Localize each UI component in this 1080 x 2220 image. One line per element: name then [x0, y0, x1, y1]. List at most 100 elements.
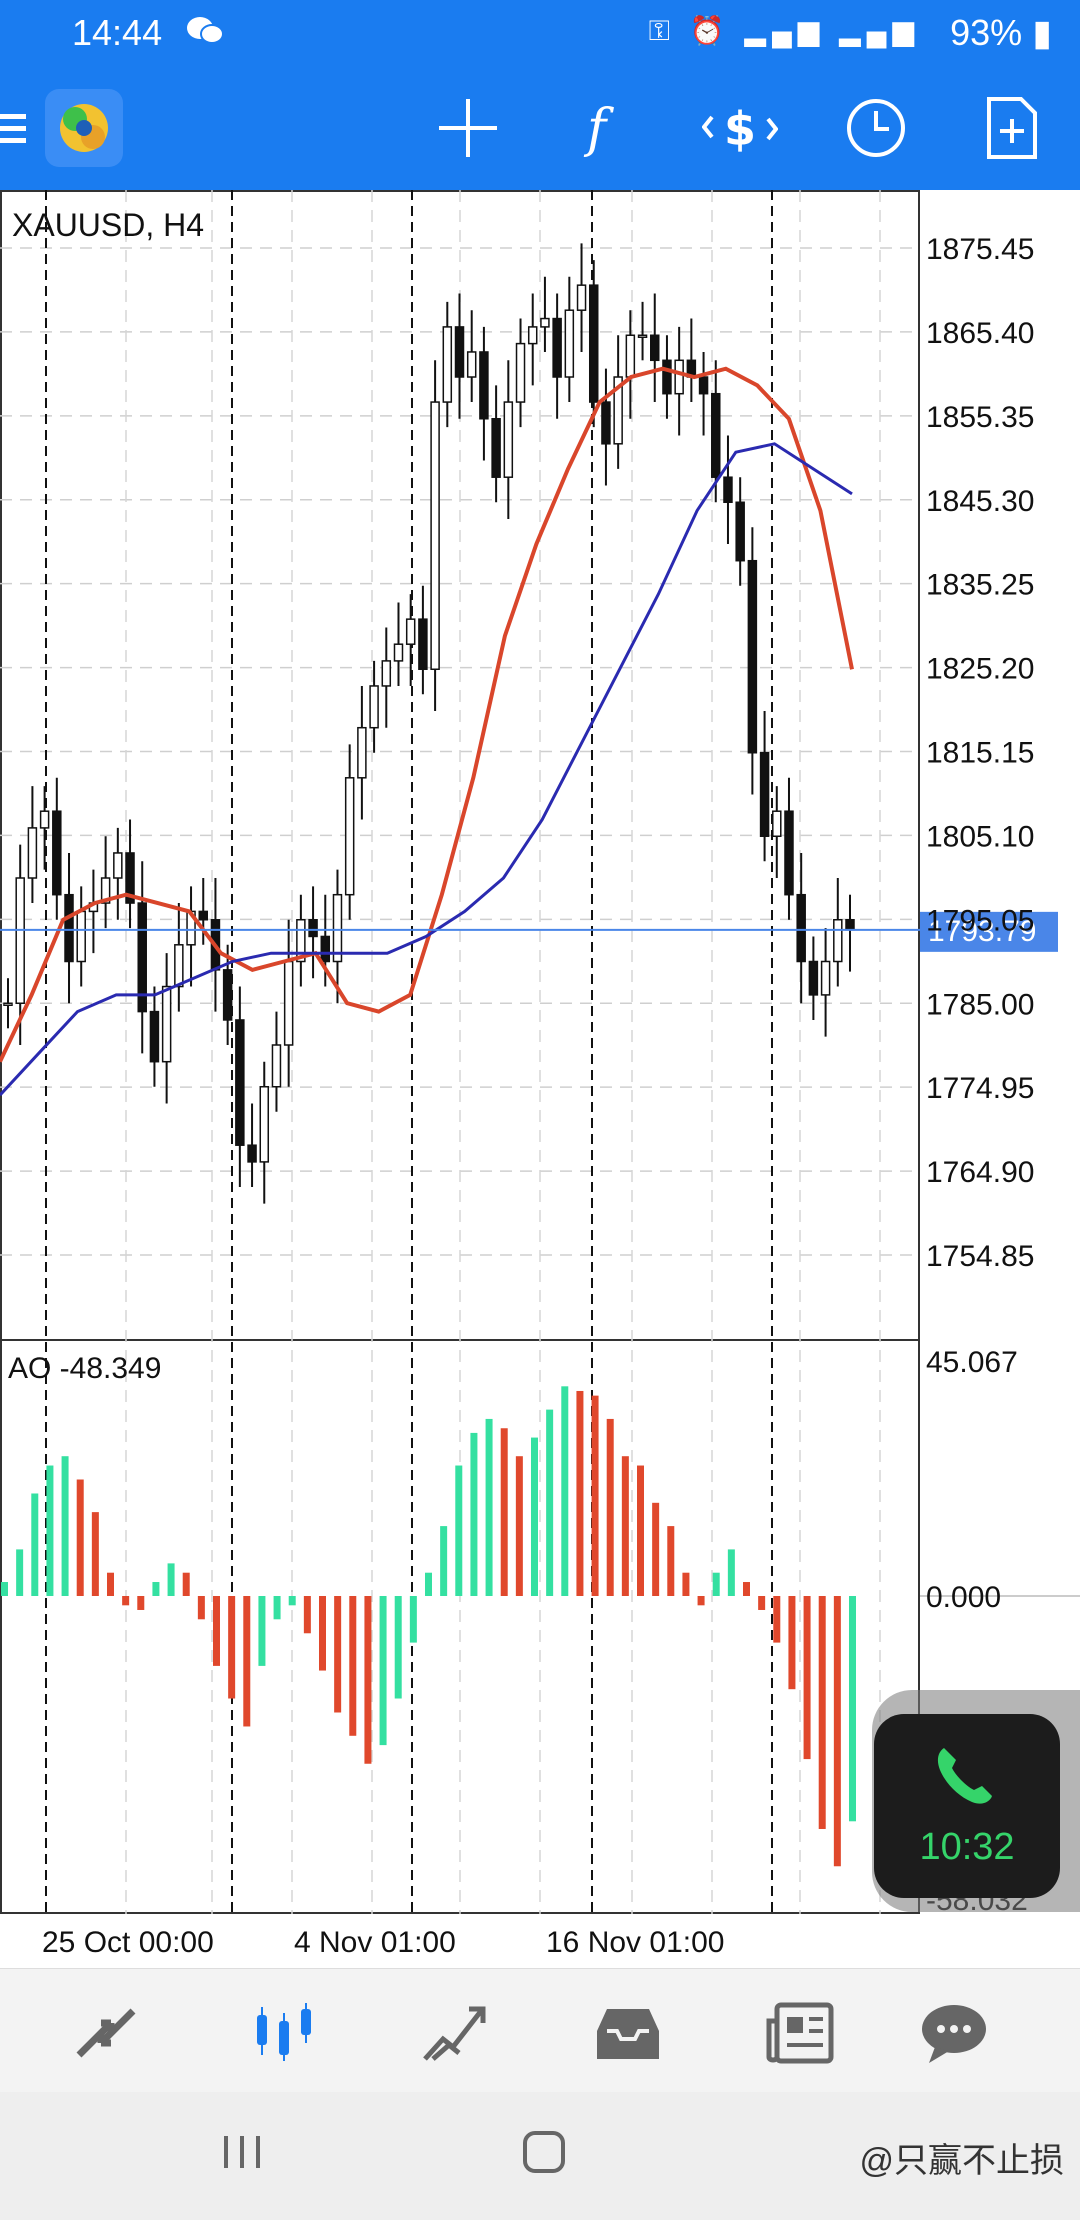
price-tick-label: 1774.95: [926, 1072, 1034, 1105]
chart-area[interactable]: 1793.79 XAUUSD, H4 1875.45 1865.40 1855.35 1…: [0, 190, 1080, 1968]
candle-body: [808, 960, 819, 996]
candle-body: [442, 326, 453, 403]
price-chart[interactable]: 1793.79 XAUUSD, H4 1875.45 1865.40 1855.35 1…: [0, 190, 1080, 1968]
ao-bar: [197, 1596, 205, 1620]
ao-tick-label: 45.067: [926, 1346, 1018, 1379]
candle-body: [247, 1144, 257, 1163]
ao-bar: [303, 1596, 311, 1634]
ao-bar: [591, 1395, 599, 1596]
ao-bar: [258, 1596, 266, 1666]
ao-bar: [46, 1465, 54, 1596]
candle-body: [796, 893, 806, 963]
ao-bar: [727, 1549, 735, 1596]
home-icon[interactable]: [522, 2130, 566, 2179]
candle-body: [100, 877, 111, 904]
ao-bar: [182, 1572, 190, 1596]
ao-bar: [440, 1526, 448, 1596]
recent-apps-icon[interactable]: [222, 2132, 262, 2177]
candle-body: [161, 985, 172, 1063]
ma-slow-line: [0, 442, 853, 1097]
price-tick-label: 1795.05: [926, 904, 1034, 937]
price-tick-label: 1845.30: [926, 485, 1034, 518]
date-label: 25 Oct 00:00: [42, 1926, 214, 1959]
price-tick-label: 1875.45: [926, 233, 1034, 266]
candle-body: [393, 643, 404, 662]
ao-bar: [137, 1596, 145, 1610]
app-logo-icon[interactable]: [44, 88, 124, 168]
candle-body: [235, 1019, 245, 1146]
candle-body: [515, 342, 526, 403]
current-price-tag: 1793.79: [928, 915, 1036, 948]
ao-bar: [531, 1437, 538, 1596]
price-tag-bg: [920, 911, 1058, 952]
ao-bar: [152, 1582, 160, 1596]
ao-bar: [409, 1596, 417, 1643]
candle-body: [625, 334, 636, 378]
status-time: 14:44: [72, 12, 163, 53]
ao-bar: [712, 1572, 720, 1596]
candle-body: [723, 476, 733, 504]
candle-body: [15, 877, 25, 1004]
crosshair-icon[interactable]: [428, 88, 508, 168]
ao-bar: [833, 1596, 841, 1867]
candle-body: [137, 902, 147, 1013]
history-inbox-icon[interactable]: [586, 1991, 670, 2075]
watermark: @只赢不止损: [859, 2142, 1064, 2180]
news-icon[interactable]: [758, 1991, 842, 2075]
menu-icon[interactable]: [0, 88, 30, 168]
ao-bar: [167, 1563, 175, 1596]
date-label: 16 Nov 01:00: [546, 1926, 724, 1959]
trade-icon[interactable]: $: [700, 88, 780, 168]
quotes-icon[interactable]: [64, 1991, 148, 2075]
trade-graph-icon[interactable]: [412, 1991, 496, 2075]
signal-icon: ▂▄▆: [744, 15, 826, 46]
date-label: 4 Nov 01:00: [294, 1926, 456, 1959]
ma-fast-line: [0, 366, 854, 1063]
toolbar: f $: [0, 64, 1080, 190]
ao-bar: [743, 1582, 750, 1596]
ao-bar: [91, 1512, 99, 1596]
chart-icon[interactable]: [242, 1991, 326, 2075]
ao-bar: [61, 1456, 69, 1596]
candle-body: [454, 326, 465, 378]
ao-bar: [637, 1465, 644, 1596]
candle-body: [357, 726, 367, 779]
ao-bar: [697, 1596, 705, 1606]
bottom-navigation: [0, 1968, 1080, 2093]
ao-bar: [758, 1596, 766, 1610]
price-tick-label: 1754.85: [926, 1240, 1034, 1273]
signal-icon: ▂▄▆: [839, 15, 920, 46]
ao-bar: [621, 1456, 629, 1596]
phone-icon[interactable]: [930, 1740, 1000, 1810]
candle-body: [735, 501, 745, 562]
call-overlay-panel[interactable]: [874, 1714, 1060, 1898]
clock-icon[interactable]: [836, 88, 916, 168]
ao-bar: [122, 1596, 130, 1606]
ao-bar: [213, 1596, 220, 1666]
price-tick-label: 1785.00: [926, 988, 1034, 1021]
price-tick-label: 1815.15: [926, 737, 1034, 770]
ao-bar: [16, 1549, 24, 1596]
candle-body: [564, 309, 575, 378]
candle-body: [637, 334, 648, 339]
system-navigation: [0, 2092, 1080, 2220]
add-document-icon[interactable]: [972, 88, 1052, 168]
candle-body: [552, 317, 562, 378]
ao-bar: [561, 1386, 569, 1596]
candle-body: [39, 810, 50, 829]
candle-body: [344, 777, 355, 896]
status-bar: 14:44 ⚿ ⏰ ▂▄▆ ▂▄▆ 93% ▮: [0, 0, 1080, 64]
candle-body: [784, 810, 794, 896]
indicator-label: AO -48.349: [8, 1352, 161, 1385]
function-icon[interactable]: f: [564, 88, 644, 168]
candle-body: [845, 919, 855, 931]
candle-body: [576, 284, 587, 311]
candle-body: [833, 919, 843, 963]
battery-percent: 93%: [950, 12, 1023, 53]
candle-body: [405, 618, 416, 645]
ao-bar: [788, 1596, 796, 1690]
svg-text:f: f: [583, 99, 614, 158]
candle-body: [711, 392, 721, 478]
alarm-icon: ⏰: [689, 15, 731, 46]
chat-icon[interactable]: [912, 1991, 996, 2075]
